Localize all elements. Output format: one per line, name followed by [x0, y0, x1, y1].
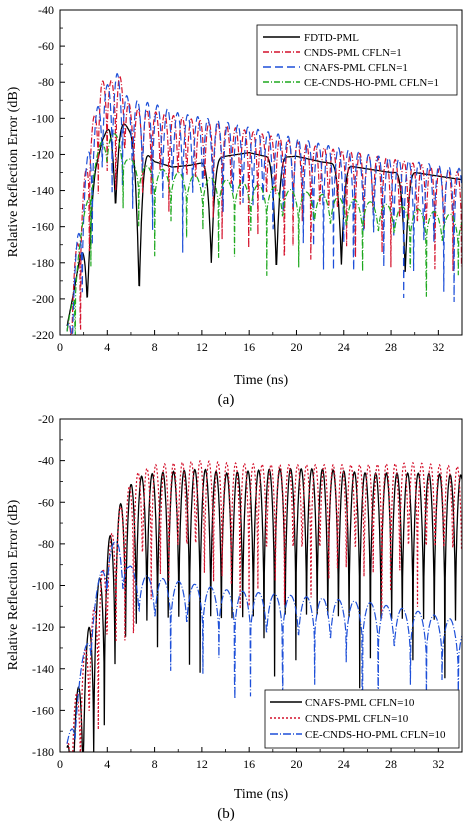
x-tick-label-b: 16 [243, 757, 255, 771]
x-tick-label-a: 12 [196, 340, 208, 354]
y-tick-label-a: -80 [38, 75, 54, 89]
x-tick-label-a: 20 [290, 340, 302, 354]
panel-label-b: (b) [217, 806, 235, 822]
chart-panel-a: 0 4 8 12 16 20 24 28 32 -220 -200 -180 -160 -140 -120 -… [6, 3, 463, 408]
y-tick-label-b: -80 [38, 537, 54, 551]
y-tick-label-a: -220 [32, 328, 54, 342]
y-tick-label-b: -60 [38, 495, 54, 509]
x-tick-label-b: 28 [385, 757, 397, 771]
series-group-b [66, 459, 462, 752]
x-tick-label-b: 12 [196, 757, 208, 771]
tick-group-b: 0 4 8 12 16 20 24 28 32 -180 -160 -140 -120 -100 -80 -6… [32, 412, 444, 771]
series-line-a-2 [66, 72, 462, 335]
x-tick-label-a: 0 [57, 340, 63, 354]
y-tick-label-a: -180 [32, 256, 54, 270]
legend-a-label-1: CNDS-PML CFLN=1 [304, 47, 402, 59]
x-tick-label-b: 32 [432, 757, 444, 771]
y-tick-label-a: -200 [32, 292, 54, 306]
y-tick-label-b: -120 [32, 620, 54, 634]
x-tick-label-b: 24 [338, 757, 350, 771]
x-tick-label-a: 8 [152, 340, 158, 354]
series-line-b-1 [66, 459, 462, 752]
y-tick-label-a: -140 [32, 184, 54, 198]
legend-b: CNAFS-PML CFLN=10 CNDS-PML CFLN=10 CE-CN… [264, 689, 460, 749]
y-tick-label-a: -100 [32, 111, 54, 125]
y-tick-label-b: -40 [38, 454, 54, 468]
y-tick-label-a: -120 [32, 147, 54, 161]
legend-box-b [264, 689, 460, 749]
chart-panel-b: 0 4 8 12 16 20 24 28 32 -180 -160 -140 -120 -100 -80 -6… [6, 412, 463, 822]
legend-b-label-0: CNAFS-PML CFLN=10 [305, 697, 415, 709]
series-group-a [66, 72, 462, 335]
x-tick-label-b: 8 [152, 757, 158, 771]
x-tick-label-a: 16 [243, 340, 255, 354]
legend-a-label-3: CE-CNDS-HO-PML CFLN=1 [304, 77, 439, 89]
x-axis-title-a: Time (ns) [234, 373, 289, 388]
tick-group-a: 0 4 8 12 16 20 24 28 32 -220 -200 -180 -160 -140 -120 -… [32, 3, 444, 354]
x-tick-label-b: 0 [57, 757, 63, 771]
y-tick-label-a: -60 [38, 39, 54, 53]
legend-b-label-2: CE-CNDS-HO-PML CFLN=10 [305, 729, 446, 741]
series-line-a-1 [66, 75, 462, 335]
x-axis-title-b: Time (ns) [234, 787, 289, 802]
y-tick-label-a: -40 [38, 3, 54, 17]
y-tick-label-b: -160 [32, 703, 54, 717]
series-line-b-2 [66, 540, 462, 744]
x-tick-label-a: 28 [385, 340, 397, 354]
legend-a: FDTD-PML CNDS-PML CFLN=1 CNAFS-PML CFLN=… [256, 24, 458, 96]
y-tick-label-b: -180 [32, 745, 54, 759]
x-tick-label-a: 24 [338, 340, 350, 354]
y-tick-label-a: -160 [32, 220, 54, 234]
y-axis-title-b: Relative Reflection Error (dB) [6, 499, 21, 670]
y-axis-title-a: Relative Reflection Error (dB) [6, 86, 21, 257]
y-tick-label-b: -100 [32, 579, 54, 593]
x-tick-label-a: 32 [432, 340, 444, 354]
panel-label-a: (a) [218, 392, 235, 408]
x-tick-label-b: 20 [290, 757, 302, 771]
y-tick-label-b: -140 [32, 662, 54, 676]
legend-b-label-1: CNDS-PML CFLN=10 [305, 713, 409, 725]
legend-a-label-2: CNAFS-PML CFLN=1 [304, 62, 408, 74]
y-tick-label-b: -20 [38, 412, 54, 426]
series-line-a-3 [66, 133, 462, 335]
series-line-b-0 [66, 467, 462, 752]
legend-a-label-0: FDTD-PML [304, 32, 359, 44]
x-tick-label-b: 4 [104, 757, 110, 771]
x-tick-label-a: 4 [104, 340, 110, 354]
